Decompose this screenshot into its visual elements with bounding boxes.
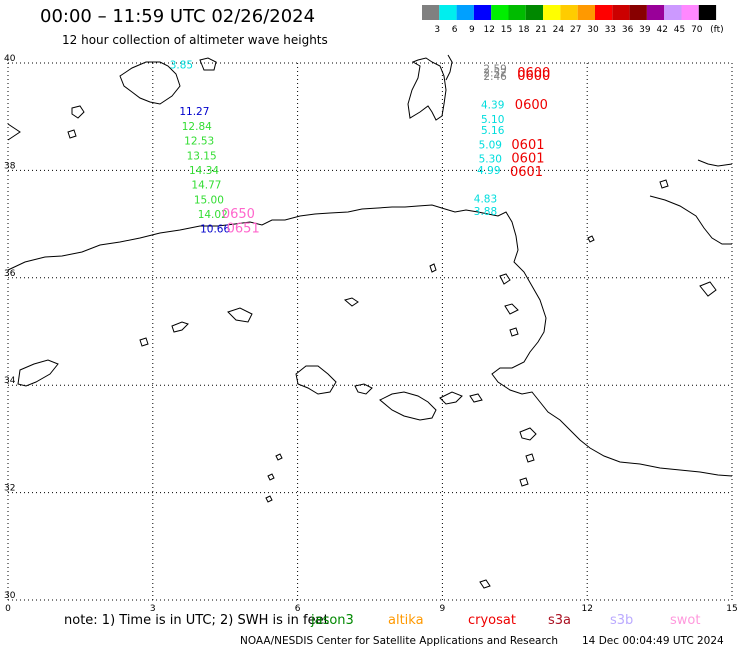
wave-height-label: 5.09 <box>479 139 502 151</box>
coastline-islet <box>140 338 148 346</box>
wave-height-label: 4.99 <box>477 165 500 177</box>
coastline-corsica-tip <box>446 55 452 80</box>
coastline-islet <box>588 236 594 242</box>
coastline-islet <box>660 180 668 188</box>
lon-tick-label: 15 <box>726 604 737 614</box>
coastline-islet <box>276 454 282 460</box>
satellite-jason3: jason3 <box>311 613 354 628</box>
coastline-islet <box>268 474 274 480</box>
lat-tick-label: 38 <box>4 161 16 171</box>
lat-tick-label: 30 <box>4 591 16 601</box>
pass-time-label: 0651 <box>227 222 260 237</box>
wave-height-label: 4.83 <box>474 194 497 206</box>
coastline-ibiza <box>72 106 84 118</box>
coastline-islet <box>440 392 462 404</box>
lat-tick-label: 40 <box>4 54 16 64</box>
coastline-islet <box>510 328 518 336</box>
note-main: note: 1) Time is in UTC; 2) SWH is in fe… <box>64 613 329 628</box>
coastline-islet <box>355 384 372 394</box>
coastline-north-africa <box>8 205 732 476</box>
satellite-s3b: s3b <box>610 613 633 628</box>
wave-height-label: 2.46 <box>483 71 507 83</box>
coastline-islet <box>505 304 518 314</box>
coastlines <box>8 55 732 588</box>
lon-tick-label: 12 <box>581 604 592 614</box>
wave-height-readings: 3.85 11.27 12.84 12.53 13.15 14.34 14.77 15.00 1… <box>170 59 507 235</box>
pass-time-label: 0600 <box>517 69 550 84</box>
wave-height-label: 5.16 <box>481 125 505 137</box>
coastline-formentera <box>68 130 76 138</box>
wave-height-label: 4.39 <box>481 100 504 112</box>
note-text: note: 1) Time is in UTC; 2) SWH is in fe… <box>64 613 329 628</box>
satellite-s3a: s3a <box>548 613 571 628</box>
coastline-islet <box>520 478 528 486</box>
lat-tick-label: 32 <box>4 484 15 494</box>
pass-time-label: 0600 <box>515 98 548 113</box>
coastline-sicily <box>650 196 732 244</box>
coastline-islet <box>380 392 436 420</box>
axis-tick-labels: 0 3 6 9 12 15403836343230 <box>4 54 738 614</box>
coastline-islet <box>345 298 358 306</box>
coastline-islet <box>266 496 272 502</box>
wave-height-label: 3.85 <box>170 59 193 71</box>
coastline-menorca <box>200 58 216 70</box>
wave-height-label: 5.30 <box>479 153 502 165</box>
credit-line: NOAA/NESDIS Center for Satellite Applica… <box>240 635 558 647</box>
lat-tick-label: 34 <box>4 376 16 386</box>
coastline-italy <box>698 160 732 166</box>
coastline-islet <box>480 580 490 588</box>
coastline-islet <box>470 394 482 402</box>
wave-height-label: 11.27 <box>179 106 209 118</box>
coastline-islet <box>526 454 534 462</box>
wave-height-label: 14.34 <box>189 165 219 177</box>
lon-tick-label: 9 <box>440 604 446 614</box>
wave-height-label: 12.53 <box>184 136 214 148</box>
wave-height-label: 3.88 <box>474 206 497 218</box>
coastline-islet <box>172 322 188 332</box>
pass-time-label: 0601 <box>510 165 543 180</box>
generated-timestamp: 14 Dec 00:04:49 UTC 2024 <box>582 635 724 647</box>
wave-height-label: 13.15 <box>187 151 217 163</box>
satellite-altika: altika <box>388 613 424 628</box>
satellite-cryosat: cryosat <box>468 613 516 628</box>
coastline-islet <box>700 282 716 296</box>
coastline-islet <box>500 274 510 284</box>
coastline-islet <box>18 360 58 386</box>
lat-tick-label: 36 <box>4 269 16 279</box>
coastline-sardinia <box>408 58 446 120</box>
satellite-swot: swot <box>670 613 700 628</box>
coastline-islet <box>430 264 436 272</box>
pass-time-label: 0650 <box>222 207 255 222</box>
coastline-islet <box>228 308 252 322</box>
graticule <box>8 63 732 600</box>
coastline-islet <box>520 428 536 440</box>
coastline-islet <box>296 366 336 394</box>
coastline-spain-edge <box>8 124 20 140</box>
lon-tick-label: 0 <box>5 604 11 614</box>
wave-height-label: 14.77 <box>191 180 221 192</box>
wave-height-label: 12.84 <box>182 121 212 133</box>
wave-height-label: 15.00 <box>194 195 224 207</box>
